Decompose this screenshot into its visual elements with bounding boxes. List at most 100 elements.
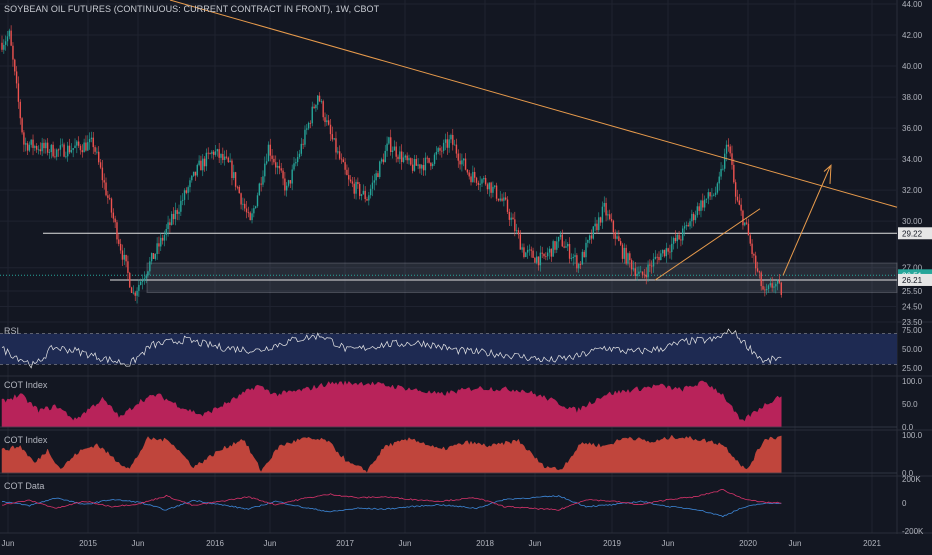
- price-candle: [749, 235, 751, 244]
- price-candle: [369, 188, 372, 196]
- price-candle: [107, 195, 109, 198]
- price-candle: [214, 151, 217, 155]
- price-candle: [240, 193, 242, 205]
- price-candle: [411, 164, 414, 171]
- price-candle: [273, 158, 275, 163]
- price-candle: [256, 195, 259, 207]
- price-candle: [497, 198, 500, 201]
- price-candle: [43, 142, 45, 149]
- cot-index-panel-label-1: COT Index: [4, 380, 48, 390]
- price-candle: [702, 200, 704, 208]
- price-candle: [651, 265, 653, 267]
- price-candle: [559, 234, 562, 237]
- price-candle: [453, 144, 456, 146]
- price-candle: [19, 101, 21, 119]
- price-candle: [643, 274, 646, 276]
- price-candle: [269, 144, 271, 156]
- price-candle: [397, 156, 399, 160]
- cot-index-area-1-tick-label: 100.0: [902, 377, 923, 386]
- time-axis-label: 2018: [476, 539, 494, 548]
- price-tick-label: 40.00: [902, 62, 923, 71]
- cot-data-line-red: [2, 488, 782, 511]
- price-candle: [295, 162, 297, 164]
- price-candle: [590, 235, 593, 239]
- price-candle: [220, 154, 222, 158]
- price-candle: [576, 255, 578, 269]
- price-candle: [479, 183, 481, 185]
- price-candle: [213, 151, 215, 155]
- cot-data-panel-label: COT Data: [4, 481, 45, 491]
- price-candle: [172, 213, 175, 220]
- price-candle: [694, 215, 697, 221]
- price-candle: [410, 158, 412, 165]
- price-candle: [300, 143, 302, 154]
- price-candle: [364, 190, 366, 200]
- price-candle: [758, 271, 761, 273]
- price-candle: [165, 229, 167, 235]
- price-candle: [390, 137, 392, 152]
- price-candle: [619, 241, 622, 245]
- price-candle: [222, 154, 224, 160]
- price-candle: [282, 170, 284, 179]
- price-candle: [14, 59, 16, 72]
- price-candle: [56, 149, 58, 157]
- price-candle: [612, 220, 615, 233]
- price-candle: [499, 198, 501, 201]
- price-candle: [101, 167, 104, 181]
- time-axis-label: Jun: [132, 539, 145, 548]
- price-candle: [525, 252, 527, 258]
- price-candle: [318, 95, 321, 102]
- price-candle: [187, 187, 189, 193]
- price-candle: [537, 256, 540, 266]
- price-tick-label: 24.50: [902, 302, 923, 311]
- price-candle: [287, 180, 290, 186]
- price-candle: [687, 225, 689, 227]
- price-candle: [532, 250, 534, 258]
- price-candle: [683, 226, 686, 229]
- price-candle: [25, 143, 27, 145]
- price-candle: [307, 122, 310, 129]
- price-candle: [450, 135, 452, 140]
- price-candle: [8, 30, 10, 37]
- price-candle: [689, 221, 691, 227]
- price-candle: [145, 275, 147, 279]
- price-candle: [444, 139, 447, 143]
- price-candle: [85, 142, 87, 151]
- price-candle: [400, 151, 403, 162]
- price-candle: [572, 256, 574, 259]
- price-candle: [353, 183, 355, 194]
- price-candle: [718, 176, 720, 184]
- price-candle: [550, 248, 553, 257]
- price-tick-label: 29.22: [902, 229, 923, 238]
- price-candle: [45, 142, 47, 149]
- price-candle: [760, 272, 762, 287]
- price-candle: [545, 256, 547, 258]
- price-candle: [12, 45, 14, 60]
- time-axis-label: Jun: [662, 539, 675, 548]
- price-candle: [417, 164, 419, 166]
- price-candle: [556, 241, 558, 250]
- price-candle: [661, 249, 664, 254]
- price-candle: [579, 264, 582, 265]
- price-candle: [37, 149, 40, 151]
- price-candle: [379, 161, 381, 178]
- rsi-tick-label: 50.00: [902, 345, 923, 354]
- price-candle: [54, 156, 56, 158]
- price-candle: [473, 171, 476, 178]
- price-candle: [399, 151, 401, 160]
- price-candle: [408, 158, 410, 161]
- price-candle: [452, 135, 454, 145]
- price-candle: [627, 253, 629, 264]
- price-candle: [114, 218, 116, 223]
- price-candle: [262, 176, 264, 185]
- price-candle: [41, 142, 43, 152]
- price-candle: [264, 163, 266, 177]
- price-candle: [242, 203, 244, 205]
- price-tick-label: 34.00: [902, 155, 923, 164]
- price-candle: [714, 192, 717, 195]
- price-candle: [503, 197, 505, 201]
- price-candle: [83, 142, 85, 153]
- price-candle: [320, 101, 323, 102]
- price-candle: [147, 271, 149, 276]
- price-candle: [654, 256, 657, 259]
